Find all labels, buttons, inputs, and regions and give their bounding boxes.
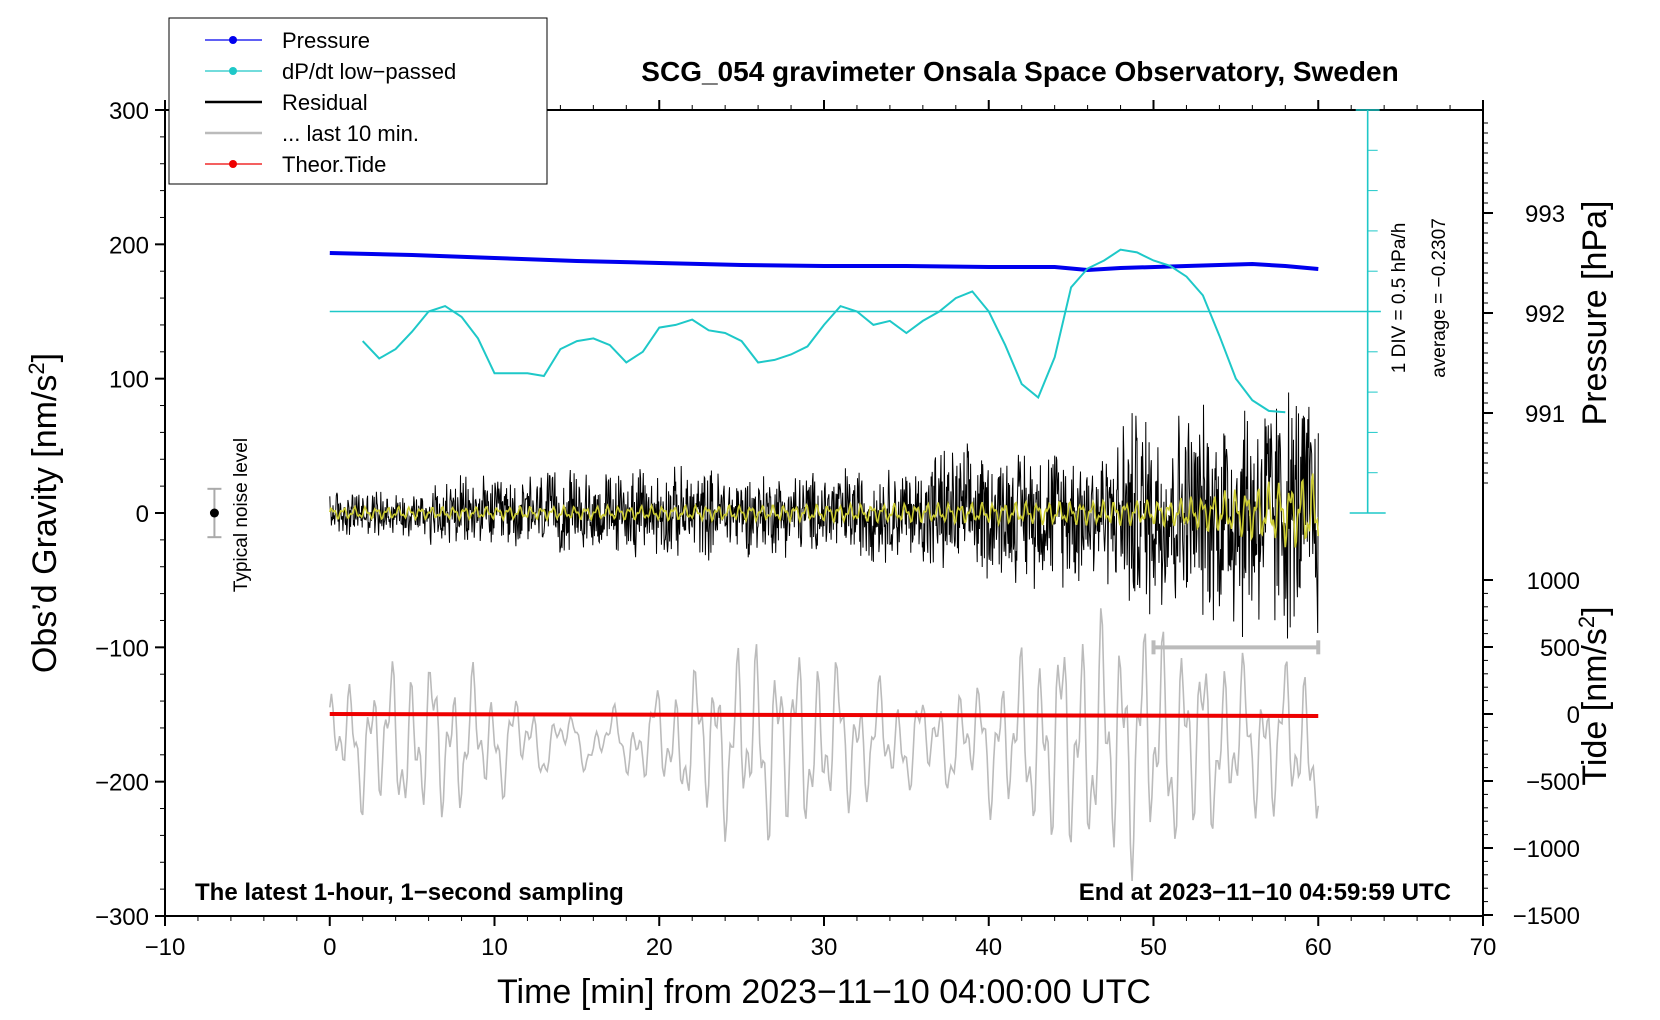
legend-label: Theor.Tide — [282, 152, 386, 177]
tide-tick-label: 0 — [1567, 702, 1580, 729]
legend: Pressure dP/dt low−passed Residual ... last… — [168, 17, 548, 185]
x-tick-label: 0 — [323, 934, 336, 961]
ddt-scale-label: 1 DIV = 0.5 hPa/h — [1389, 223, 1410, 374]
x-tick-label: 30 — [811, 934, 838, 961]
ddt-average-label: average = −0.2307 — [1429, 218, 1450, 378]
pressure-axis-label: Pressure [hPa] — [1576, 201, 1614, 426]
tide-series-line — [329, 712, 1319, 719]
tide-axis-label: Tide [nm/s2] — [1574, 606, 1615, 785]
x-tick-label: 70 — [1470, 934, 1497, 961]
tide-axis-label-close: ] — [1576, 606, 1614, 615]
y-tick-label: −300 — [95, 904, 149, 931]
y-axis-label-main: Obs’d Gravity [nm/s — [26, 375, 64, 674]
y-tick-label: 0 — [136, 501, 149, 528]
bottom-right-note: End at 2023−11−10 04:59:59 UTC — [1079, 879, 1451, 906]
pressure-tick-label: 992 — [1525, 301, 1565, 328]
legend-marker — [229, 36, 237, 44]
residual-series-line — [329, 392, 1319, 639]
tide-axis-label-main: Tide [nm/s — [1576, 628, 1614, 785]
noise-level-label: Typical noise level — [231, 438, 252, 592]
residual-filtered-line — [329, 473, 1320, 548]
pressure-series-line — [329, 251, 1319, 273]
ddt-series-line — [361, 248, 1286, 414]
y-tick-label: −200 — [95, 770, 149, 797]
tide-tick-label: 500 — [1540, 635, 1580, 662]
tide-tick-label: −500 — [1526, 769, 1580, 796]
noise-level-dot — [209, 508, 219, 518]
tide-axis-label-sup: 2 — [1574, 616, 1599, 628]
bottom-left-note: The latest 1-hour, 1−second sampling — [195, 879, 624, 906]
y-axis-label: Obs’d Gravity [nm/s2] — [24, 353, 65, 673]
legend-marker — [229, 160, 237, 168]
y-tick-label: 300 — [109, 98, 149, 125]
y-tick-label: −100 — [95, 635, 149, 662]
y-axis-label-close: ] — [26, 353, 64, 362]
axis-tick-labels: −10 0 10 20 30 40 50 60 70−300−200−1000100200300… — [95, 98, 1580, 961]
pressure-tick-label: 993 — [1525, 201, 1565, 228]
pressure-tick-label: 991 — [1525, 401, 1565, 428]
legend-label: Residual — [282, 90, 368, 115]
y-tick-label: 200 — [109, 232, 149, 259]
chart-title: SCG_054 gravimeter Onsala Space Observat… — [641, 56, 1398, 87]
x-tick-label: 40 — [975, 934, 1002, 961]
tide-tick-label: −1000 — [1513, 836, 1580, 863]
x-axis-label: Time [min] from 2023−11−10 04:00:00 UTC — [497, 973, 1151, 1011]
x-tick-label: 10 — [481, 934, 508, 961]
series-layer — [207, 109, 1386, 882]
y-tick-label: 100 — [109, 367, 149, 394]
last10-series-line — [329, 608, 1320, 882]
legend-label: dP/dt low−passed — [282, 59, 456, 84]
tide-tick-label: 1000 — [1527, 568, 1580, 595]
legend-marker — [229, 67, 237, 75]
x-tick-label: 60 — [1305, 934, 1332, 961]
legend-label: Pressure — [282, 28, 370, 53]
x-tick-label: 20 — [646, 934, 673, 961]
tide-tick-label: −1500 — [1513, 903, 1580, 930]
legend-items: Pressure dP/dt low−passed Residual ... last… — [205, 28, 456, 177]
legend-label: ... last 10 min. — [282, 121, 419, 146]
y-axis-label-sup: 2 — [24, 362, 49, 374]
x-tick-label: −10 — [145, 934, 186, 961]
x-tick-label: 50 — [1140, 934, 1167, 961]
